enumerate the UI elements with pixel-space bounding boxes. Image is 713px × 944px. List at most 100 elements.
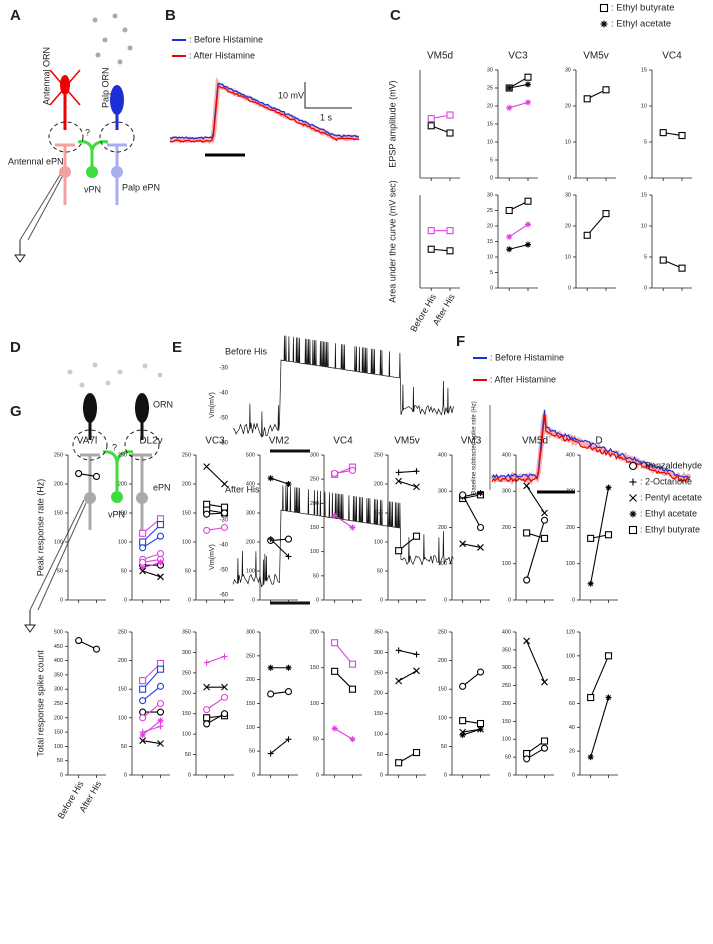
marker-shape xyxy=(156,532,165,540)
marker xyxy=(267,536,274,543)
marker xyxy=(523,529,531,537)
y-tick-label: 120 xyxy=(566,629,575,635)
marker xyxy=(678,131,686,140)
y-tick-label: 300 xyxy=(566,489,575,495)
marker-shape xyxy=(156,515,165,523)
marker xyxy=(412,532,421,540)
marker xyxy=(395,547,403,555)
chart-title: VM5v xyxy=(583,51,609,62)
y-tick-label: 100 xyxy=(310,549,319,555)
y-tick-label: 0 xyxy=(380,772,383,778)
y-tick-label: 250 xyxy=(54,701,63,707)
marker-shape xyxy=(156,659,165,668)
chart-title: VA7l xyxy=(77,436,97,447)
marker xyxy=(413,468,420,475)
marker-shape xyxy=(412,748,421,757)
marker xyxy=(203,463,211,470)
marker-shape xyxy=(427,115,435,123)
marker-stroke xyxy=(139,567,147,575)
scale-label: 10 mV xyxy=(278,90,304,100)
marker xyxy=(540,737,549,745)
marker-shape xyxy=(678,131,686,140)
series-line xyxy=(142,561,161,569)
marker xyxy=(157,740,164,747)
series-line xyxy=(462,494,481,528)
y-tick-label: 350 xyxy=(502,647,511,653)
y-tick-label: 350 xyxy=(374,629,383,635)
series-line xyxy=(142,703,161,719)
marker-shape xyxy=(476,523,485,532)
label: ORN xyxy=(153,399,173,409)
y-tick-label: 300 xyxy=(246,510,255,516)
y-tick-label: -30 xyxy=(219,518,228,524)
marker xyxy=(395,677,403,685)
y-axis-label: EPSP amplitude (mV) xyxy=(387,80,397,167)
series-line xyxy=(509,83,529,89)
marker xyxy=(476,668,485,676)
y-tick-label: 100 xyxy=(54,744,63,750)
marker-shape xyxy=(540,534,549,542)
legend-label: : After Histamine xyxy=(490,374,556,384)
marker xyxy=(477,725,484,733)
series-line xyxy=(270,538,289,557)
marker xyxy=(446,227,454,235)
legend-label: : After Histamine xyxy=(189,50,255,60)
chart: Area under the curve (mV sec)Before HisA… xyxy=(387,180,460,334)
legend-label: : Ethyl acetate xyxy=(640,508,697,518)
marker-shape xyxy=(459,717,467,725)
y-tick-label: 50 xyxy=(441,744,447,750)
marker-shape xyxy=(156,521,165,529)
marker xyxy=(605,484,612,491)
y-tick-label: 20 xyxy=(565,103,571,109)
chart: 0 50 100 150 200 250 300 xyxy=(246,629,298,778)
marker xyxy=(413,483,420,491)
series-line xyxy=(462,671,481,687)
diagram-a xyxy=(14,13,135,263)
marker xyxy=(203,659,210,666)
marker-stroke xyxy=(332,726,338,732)
y-tick-label: 500 xyxy=(54,629,63,635)
marker-shape xyxy=(203,526,211,534)
marker xyxy=(459,682,467,690)
y-tick-label: 150 xyxy=(374,510,383,516)
marker xyxy=(602,210,610,218)
y-tick-label: 150 xyxy=(438,687,447,693)
y-tick-label: 200 xyxy=(246,539,255,545)
series-line xyxy=(526,485,545,514)
marker-stroke xyxy=(395,677,403,685)
marker-shape xyxy=(540,737,549,745)
marker-shape xyxy=(331,469,339,477)
y-tick-label: 10 xyxy=(641,103,647,109)
y-tick-label: -30 xyxy=(219,366,228,372)
marker xyxy=(427,245,435,253)
series-line xyxy=(462,728,481,733)
chart-title: VC4 xyxy=(662,51,682,62)
marker xyxy=(203,510,211,518)
diagram-d xyxy=(24,362,163,633)
y-tick-label: 0 xyxy=(316,597,319,603)
y-tick-label: 250 xyxy=(374,670,383,676)
y-tick-label: 150 xyxy=(118,510,127,516)
y-tick-label: 250 xyxy=(374,452,383,458)
marker-shape xyxy=(523,755,531,763)
y-tick-label: 250 xyxy=(438,629,447,635)
y-tick-label: 5 xyxy=(490,270,493,276)
chart-title: VM5d xyxy=(427,51,453,62)
label: ePN xyxy=(153,482,171,492)
chart: 0 50 100 150 200 250 300 350 xyxy=(182,629,234,778)
chart: 0 5 10 15 VC4 xyxy=(641,51,692,181)
marker-stroke xyxy=(158,718,163,724)
chart: 0 50 100 150 200 250 300 VC4 xyxy=(310,436,362,603)
y-tick-label: 300 xyxy=(502,665,511,671)
marker-shape xyxy=(139,558,147,566)
y-tick-label: 10 xyxy=(487,254,493,260)
marker xyxy=(349,524,356,531)
series-line xyxy=(590,487,610,584)
marker xyxy=(285,664,292,671)
y-tick-label: 15 xyxy=(641,67,647,73)
marker xyxy=(348,466,357,475)
marker xyxy=(331,512,338,519)
panel-letters: A B C D E F G xyxy=(10,7,465,420)
marker xyxy=(139,529,147,537)
marker xyxy=(331,639,339,647)
